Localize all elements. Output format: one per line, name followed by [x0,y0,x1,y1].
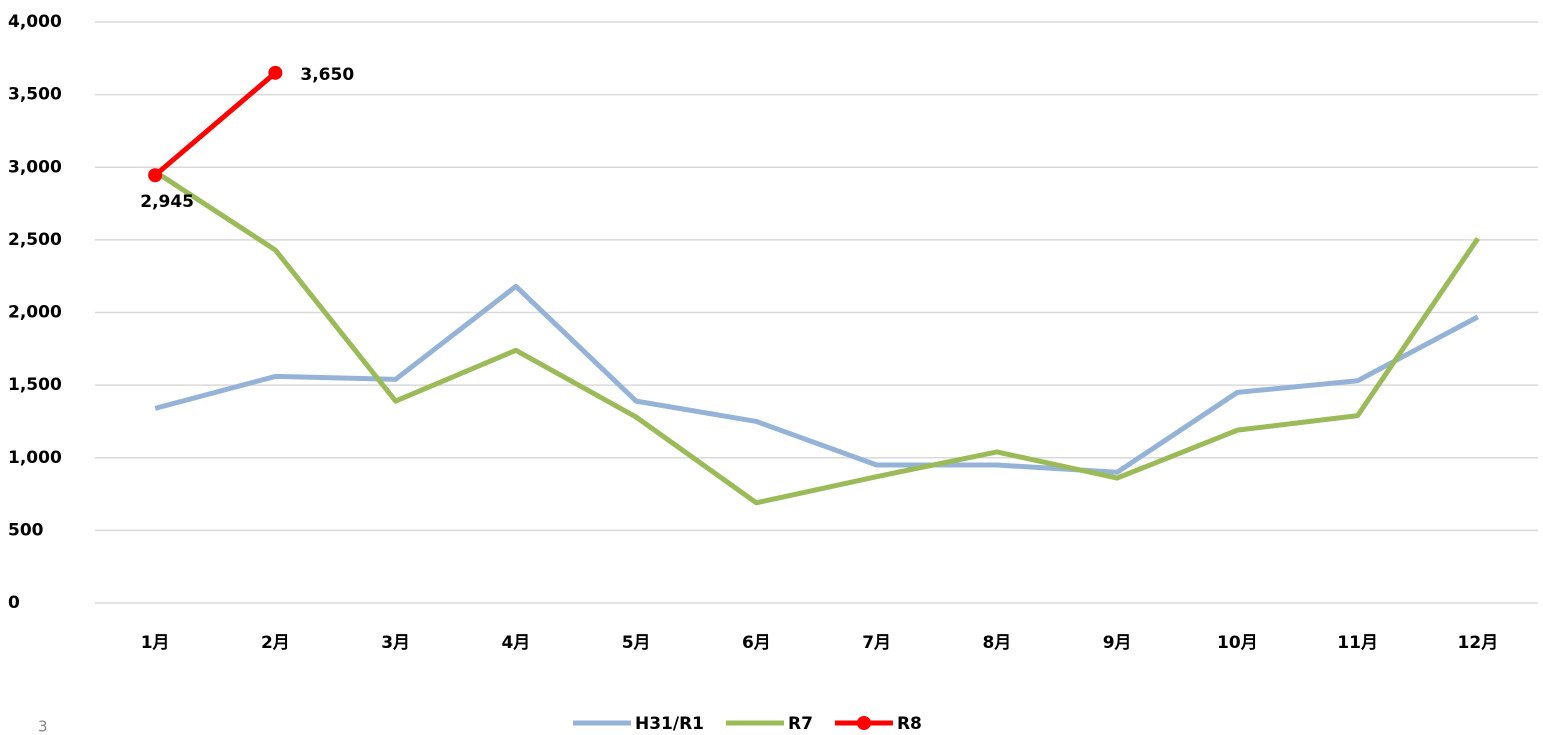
page-number: 3 [38,718,48,735]
x-tick-label: 7月 [862,633,891,653]
x-tick-label: 5月 [622,633,651,653]
x-tick-label: 8月 [982,633,1011,653]
marker [268,65,283,80]
marker [148,168,163,183]
x-tick-label: 9月 [1103,633,1132,653]
y-tick-label: 3,500 [8,85,62,105]
y-tick-label: 1,000 [8,448,62,468]
data-label: 2,945 [140,192,194,212]
y-tick-label: 2,000 [8,303,62,323]
y-tick-label: 2,500 [8,230,62,250]
legend-label: R7 [788,714,813,734]
y-tick-label: 3,000 [8,157,62,177]
x-tick-label: 6月 [742,633,771,653]
series-line [154,283,1480,475]
y-tick-label: 0 [8,593,20,613]
x-tick-label: 11月 [1337,633,1378,653]
y-tick-label: 1,500 [8,375,62,395]
series-line [153,70,277,178]
x-tick-label: 2月 [261,633,290,653]
y-tick-label: 500 [8,520,44,540]
legend-marker [856,716,871,730]
series-line [153,169,1480,506]
x-tick-label: 10月 [1217,633,1258,653]
x-tick-label: 12月 [1458,633,1499,653]
x-tick-label: 1月 [141,633,170,653]
x-tick-label: 3月 [381,633,410,653]
data-label: 3,650 [300,65,354,85]
legend-label: R8 [897,714,922,734]
legend-label: H31/R1 [635,714,704,734]
x-tick-label: 4月 [501,633,530,653]
y-tick-label: 4,000 [8,12,62,32]
